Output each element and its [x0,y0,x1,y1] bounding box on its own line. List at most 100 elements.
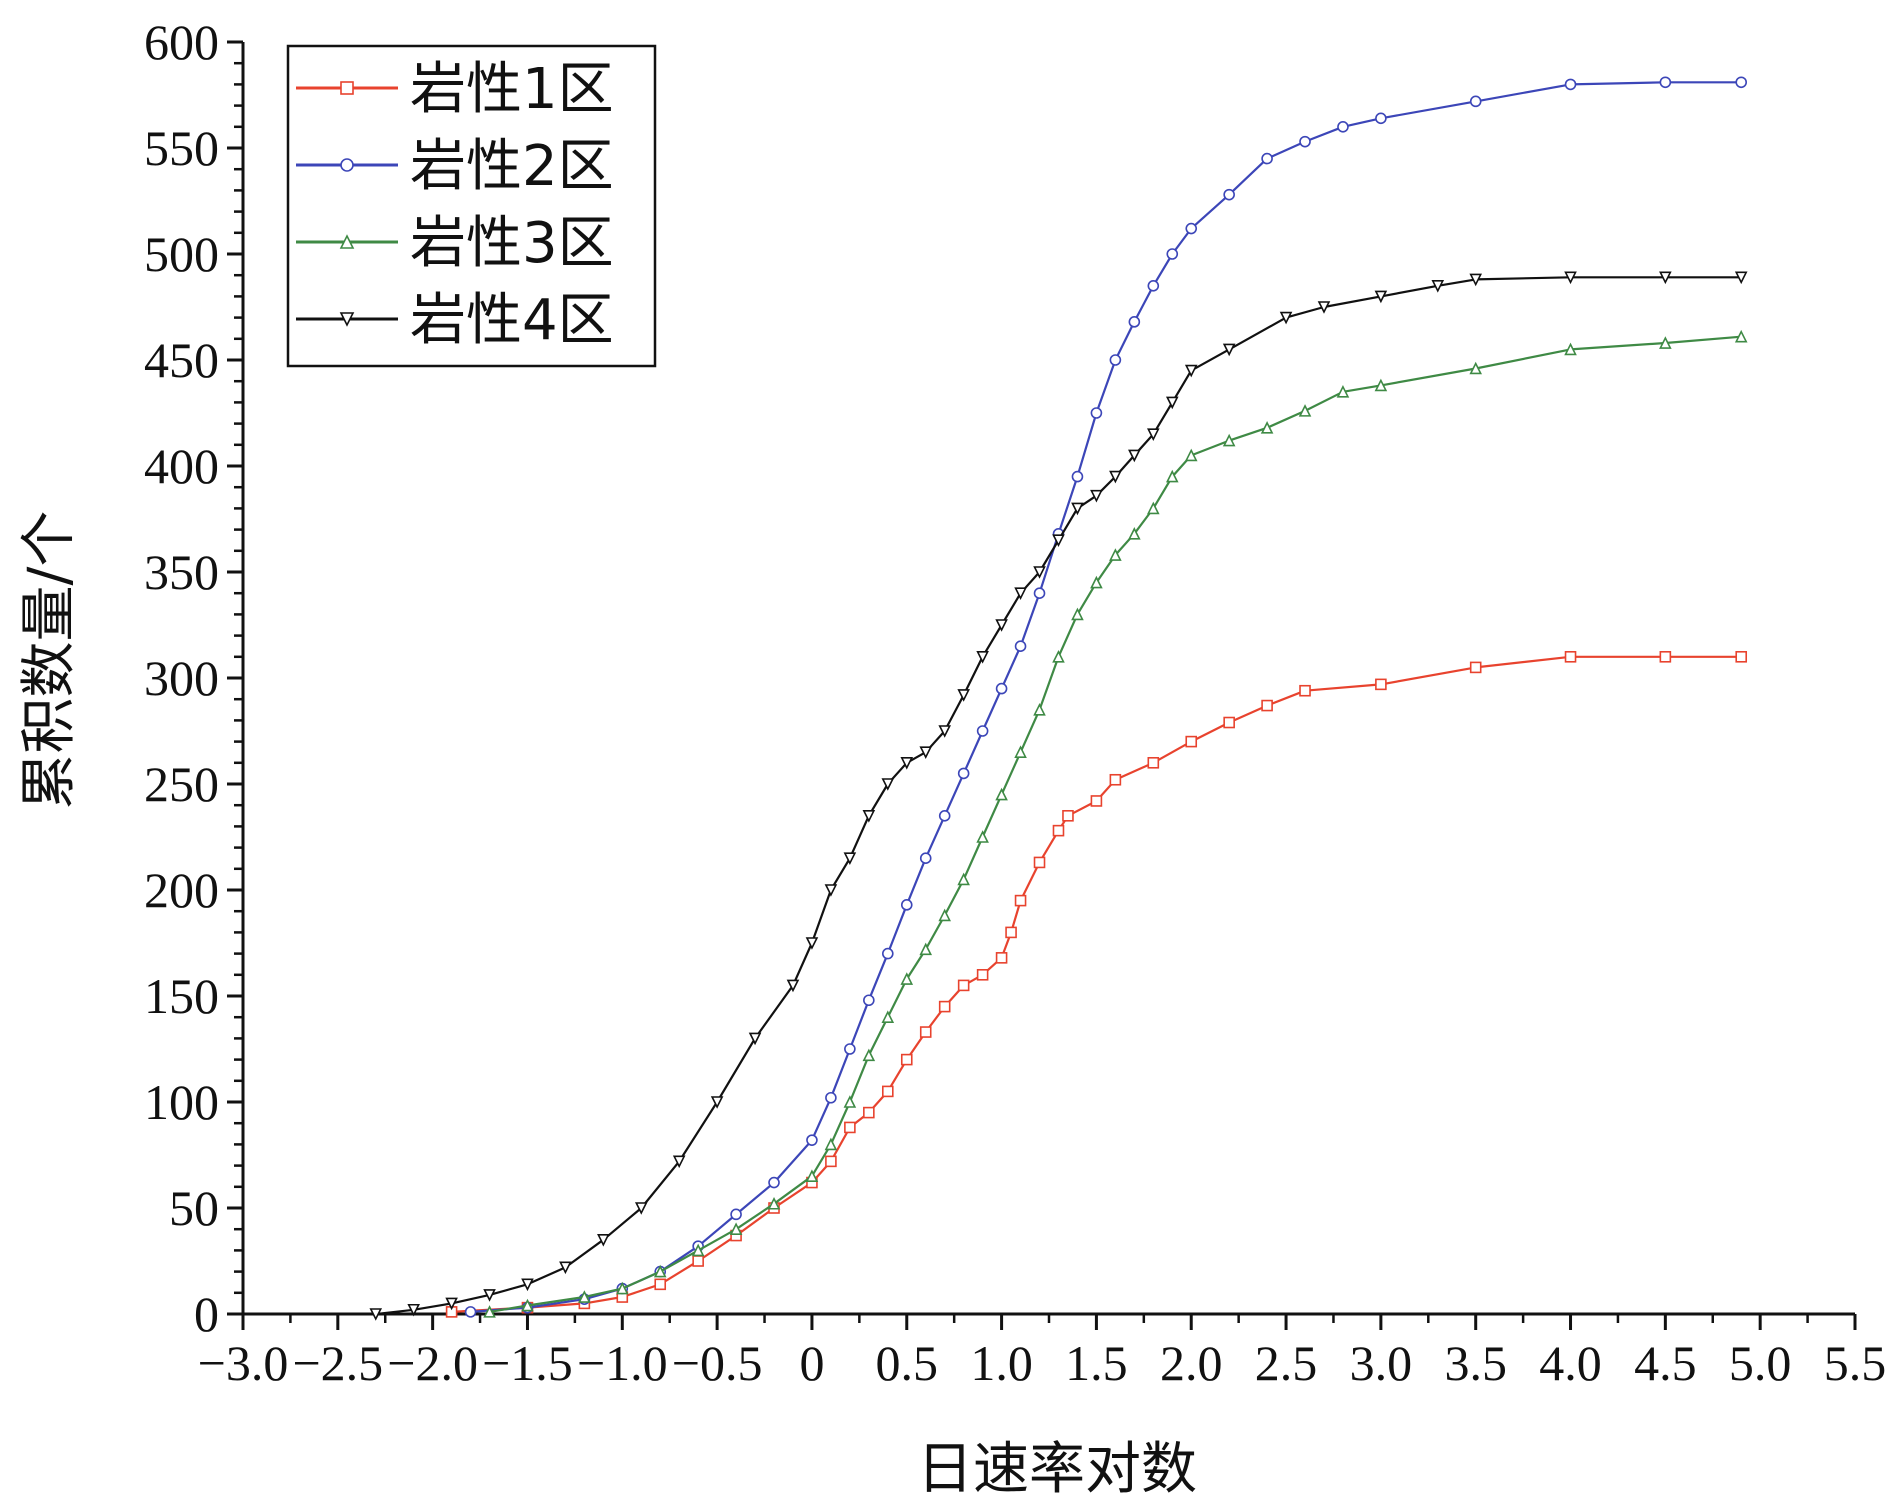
x-axis-title: 日速率对数 [917,1437,1197,1502]
data-point [1261,699,1273,712]
x-tick-label: −1.5 [482,1335,573,1391]
series-4 [369,271,1748,1321]
data-point [634,1202,648,1215]
data-point [938,809,951,822]
data-point [976,830,989,843]
data-point [1185,222,1198,235]
data-point [825,1091,837,1104]
data-point [748,1032,762,1046]
data-point [1374,290,1388,304]
data-point [1659,271,1672,285]
data-point [919,852,932,865]
data-point [938,1000,951,1013]
data-point [578,1290,591,1303]
data-point [995,619,1008,632]
data-point [1336,385,1350,398]
data-point [1109,354,1122,366]
data-point [521,1298,534,1312]
data-point [1166,248,1179,260]
legend-label: 岩性1区 [410,57,614,122]
data-point [844,1043,856,1055]
data-point [900,899,913,911]
data-point [957,979,970,992]
data-point [1469,95,1482,108]
data-point [1147,756,1160,769]
x-tick-label: −1.0 [577,1335,668,1391]
data-point [1260,421,1274,434]
data-point [881,1010,895,1024]
data-point [1128,449,1141,463]
y-tick-label: 300 [144,650,219,706]
y-tick-label: 100 [144,1074,219,1130]
x-tick-label: 1.5 [1065,1335,1128,1391]
data-point [1128,316,1141,328]
x-tick-label: 3.0 [1350,1335,1413,1391]
x-tick-label: 5.5 [1824,1335,1887,1391]
series-line [375,276,1742,1316]
legend-label: 岩性4区 [410,288,614,353]
legend-item: 岩性3区 [296,211,614,276]
data-point [1052,824,1065,837]
data-point [900,756,914,770]
x-tick-label: −3.0 [198,1335,289,1391]
data-point [863,1106,875,1119]
data-point [407,1303,420,1317]
data-point [786,979,800,993]
data-point [1375,112,1387,125]
data-point [1659,650,1672,663]
series-line [489,335,1742,1313]
data-point [1222,433,1236,447]
data-point [919,942,933,956]
data-point [976,968,989,981]
data-point [767,1196,781,1210]
data-point [1337,121,1349,133]
x-tick-label: 4.0 [1539,1335,1602,1391]
data-point [1052,650,1065,663]
data-point [806,1134,818,1146]
data-point [805,1169,819,1182]
data-point [1299,135,1311,148]
data-point [1014,745,1027,759]
data-point [1147,428,1160,441]
data-point [1469,661,1482,674]
data-point [976,725,989,737]
x-tick-label: 1.0 [970,1335,1033,1391]
data-point [464,1306,477,1318]
data-point [1735,650,1748,663]
data-point [692,1255,704,1267]
data-point [1298,404,1312,417]
data-point [1147,501,1160,515]
data-point [1033,703,1046,716]
data-point [1184,448,1198,462]
data-point [1659,336,1672,349]
data-point [1014,640,1027,653]
data-point [1299,684,1311,697]
data-point [919,1026,932,1038]
series-layer [369,76,1748,1321]
data-point [1469,273,1483,287]
axes: −3.0 −2.5 −2.0 −1.5 −1.0 −0.5 0 0.5 1.0 1.5 2.0 2.5… [144,14,1886,1391]
data-point [1734,329,1748,343]
data-point [1033,856,1046,869]
data-point [862,1048,876,1062]
y-axis-title: 累积数量/个 [17,511,82,810]
x-tick-label: −2.0 [387,1335,478,1391]
data-point [672,1155,686,1169]
series-3 [483,329,1748,1318]
data-point [881,947,894,960]
data-point [1090,407,1103,419]
data-point [1223,716,1235,729]
data-point [900,1053,913,1066]
data-point [919,746,933,759]
data-point [483,1289,496,1302]
data-point [1062,809,1074,822]
x-tick-label: −2.5 [292,1335,383,1391]
legend-swatch-marker [340,158,354,172]
series-2 [464,76,1748,1318]
y-tick-label: 50 [169,1180,219,1236]
data-point [1014,894,1027,907]
data-point [1261,152,1273,165]
data-point [1071,502,1084,516]
